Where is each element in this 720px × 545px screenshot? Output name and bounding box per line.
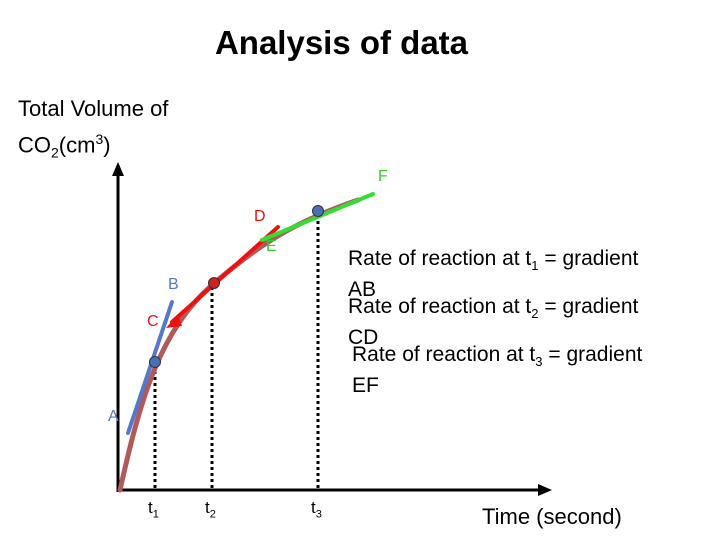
point-label-e: E xyxy=(266,238,277,255)
tick-t3: t3 xyxy=(311,498,322,521)
x-axis-label: Time (second) xyxy=(482,504,622,529)
tangent-ab xyxy=(126,300,174,435)
rate-statement-t1: Rate of reaction at t1 = gradient AB xyxy=(348,247,639,302)
point-label-f: F xyxy=(378,168,388,185)
point-t3 xyxy=(312,205,324,217)
x-axis-arrow xyxy=(538,484,552,496)
tangent-cd-arrowhead xyxy=(166,314,182,328)
rate-statement-t3: Rate of reaction at t3 = gradient EF xyxy=(352,343,643,398)
tick-t1: t1 xyxy=(148,498,159,521)
point-t1 xyxy=(149,356,161,368)
y-axis-label-line1: Total Volume of xyxy=(18,96,169,121)
point-label-c: C xyxy=(147,313,159,330)
page-title: Analysis of data xyxy=(214,24,469,61)
point-label-a: A xyxy=(108,408,119,425)
tangent-ef xyxy=(260,192,375,242)
y-axis-arrow xyxy=(112,162,124,176)
point-label-d: D xyxy=(254,208,266,225)
y-axis-label-line2: CO2(cm3) xyxy=(18,131,111,161)
point-t2 xyxy=(208,277,220,289)
tangent-cd xyxy=(170,225,280,324)
tick-t2: t2 xyxy=(205,498,216,521)
y-axis-label: Total Volume of CO2(cm3) xyxy=(18,94,168,168)
point-label-b: B xyxy=(168,276,179,293)
rate-statement-t2: Rate of reaction at t2 = gradient CD xyxy=(348,295,639,350)
